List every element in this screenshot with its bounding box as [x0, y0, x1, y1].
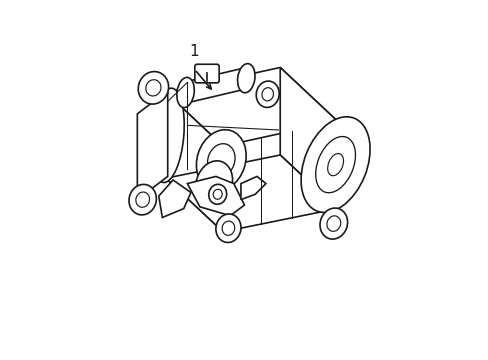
Ellipse shape — [129, 184, 156, 215]
Ellipse shape — [145, 80, 161, 96]
Polygon shape — [185, 67, 246, 103]
Ellipse shape — [326, 216, 340, 231]
Ellipse shape — [207, 144, 235, 177]
Ellipse shape — [327, 154, 343, 176]
Ellipse shape — [319, 208, 347, 239]
Polygon shape — [159, 180, 190, 217]
Ellipse shape — [262, 88, 273, 101]
Ellipse shape — [315, 136, 355, 193]
Ellipse shape — [237, 64, 255, 93]
Ellipse shape — [195, 161, 232, 206]
Ellipse shape — [136, 192, 149, 207]
Polygon shape — [137, 91, 167, 200]
Ellipse shape — [222, 221, 234, 235]
Ellipse shape — [177, 77, 194, 108]
Polygon shape — [187, 176, 244, 216]
Text: 1: 1 — [189, 44, 199, 59]
Ellipse shape — [196, 130, 245, 191]
Ellipse shape — [208, 184, 226, 204]
Ellipse shape — [256, 81, 279, 107]
Ellipse shape — [213, 189, 222, 199]
Ellipse shape — [138, 72, 168, 104]
Polygon shape — [241, 176, 265, 200]
Ellipse shape — [301, 117, 369, 212]
FancyBboxPatch shape — [194, 64, 219, 83]
Polygon shape — [165, 93, 223, 232]
Ellipse shape — [215, 214, 241, 243]
Ellipse shape — [151, 88, 184, 183]
Polygon shape — [165, 67, 337, 146]
Polygon shape — [165, 155, 337, 232]
Polygon shape — [280, 67, 337, 208]
